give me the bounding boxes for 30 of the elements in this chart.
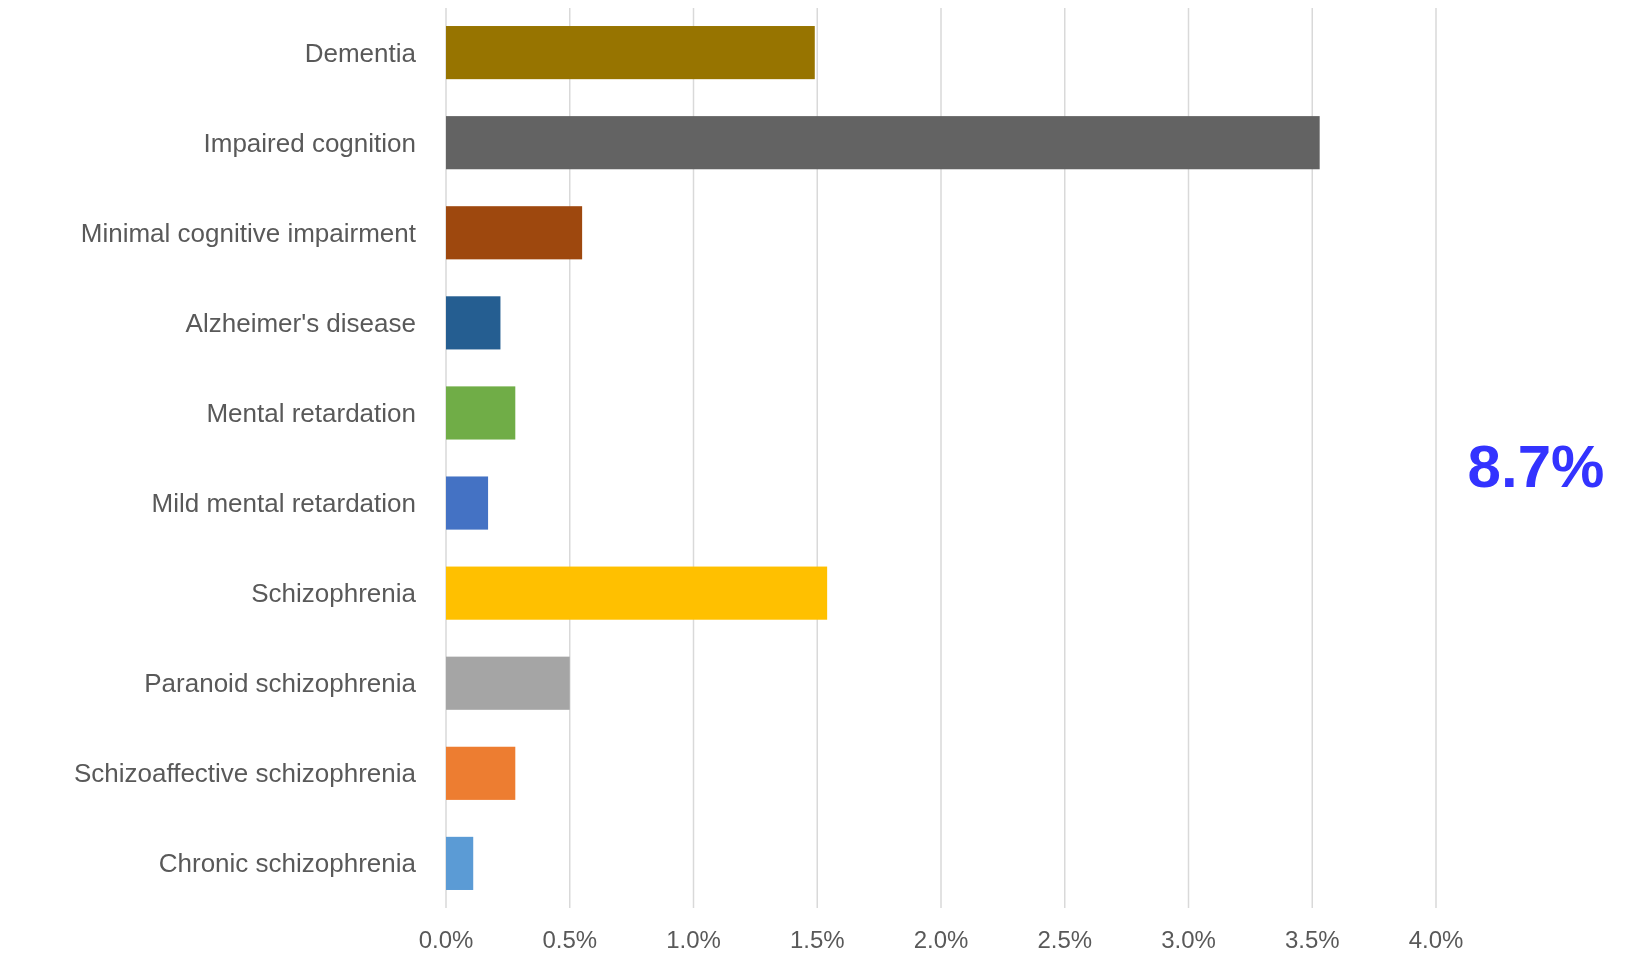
y-tick-label: Mild mental retardation — [151, 488, 416, 519]
y-tick-label: Mental retardation — [206, 397, 416, 428]
y-tick-label: Minimal cognitive impairment — [80, 217, 417, 248]
bar — [446, 116, 1320, 170]
x-tick-label: 1.5% — [789, 926, 845, 953]
bar — [446, 296, 501, 350]
y-tick-label: Alzheimer's disease — [185, 307, 416, 338]
x-tick-label: 4.0% — [1408, 926, 1464, 953]
x-tick-label: 0.0% — [418, 926, 474, 953]
y-tick-label: Schizophrenia — [251, 578, 417, 609]
bar — [446, 26, 815, 80]
bar — [446, 476, 489, 530]
y-tick-label: Dementia — [304, 37, 417, 68]
y-tick-label: Schizoaffective schizophrenia — [73, 758, 417, 789]
bar — [446, 566, 828, 620]
bar — [446, 746, 516, 800]
y-tick-label: Paranoid schizophrenia — [144, 668, 417, 699]
x-tick-label: 3.0% — [1161, 926, 1216, 953]
bar — [446, 386, 516, 440]
text: 8.7% — [1467, 432, 1605, 500]
x-tick-label: 3.5% — [1284, 926, 1340, 953]
bar — [446, 656, 570, 710]
y-tick-label: Chronic schizophrenia — [158, 848, 417, 879]
bar — [446, 206, 583, 260]
x-tick-label: 2.0% — [913, 926, 969, 953]
y-tick-label: Impaired cognition — [203, 127, 416, 158]
x-tick-label: 0.5% — [542, 926, 598, 953]
x-tick-label: 2.5% — [1037, 926, 1093, 953]
x-tick-label: 1.0% — [666, 926, 721, 953]
bar — [446, 836, 474, 890]
